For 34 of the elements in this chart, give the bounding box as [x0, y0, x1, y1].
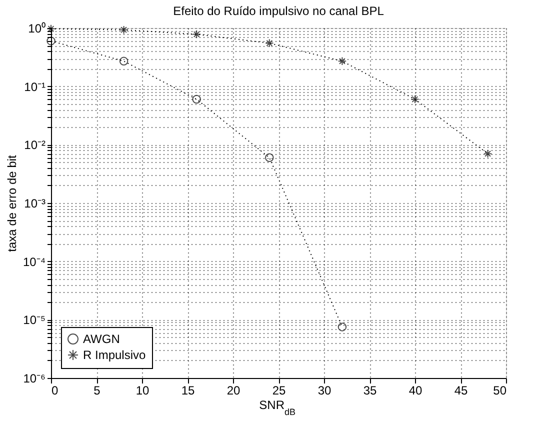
chart-title: Efeito do Ruído impulsivo no canal BPL	[173, 4, 384, 18]
x-tick-label: 5	[94, 384, 101, 398]
legend-label: R Impulsivo	[83, 348, 146, 362]
x-tick-label: 30	[318, 384, 332, 398]
point	[192, 30, 201, 39]
x-tick-label: 10	[136, 384, 150, 398]
point	[338, 56, 347, 66]
point	[119, 56, 128, 66]
x-tick-label: 0	[52, 384, 58, 398]
y-axis-title: taxa de erro de bit	[4, 154, 19, 252]
point	[119, 25, 128, 34]
x-tick-label: 20	[226, 384, 240, 398]
point	[192, 94, 201, 104]
point	[410, 94, 420, 104]
y-tick-label: 10⁻⁴	[22, 254, 46, 269]
point	[338, 322, 347, 332]
y-tick-label: 10⁻¹	[24, 80, 46, 94]
y-tick-label: 10⁰	[28, 22, 46, 36]
x-tick-label: 45	[454, 384, 468, 398]
x-tick-label: 25	[272, 384, 286, 398]
point	[46, 24, 56, 34]
point	[265, 153, 274, 162]
point	[483, 149, 492, 158]
legend-label: AWGN	[83, 332, 120, 346]
x-tick-label: 35	[363, 384, 377, 398]
y-tick-label: 10⁻⁶	[23, 372, 46, 386]
y-tick-label: 10⁻³	[24, 196, 46, 210]
x-tick-label: 40	[408, 384, 422, 398]
y-tick-label: 10⁻²	[24, 138, 46, 152]
point	[265, 38, 274, 48]
x-tick-label: 50	[493, 384, 507, 398]
y-tick-label: 10⁻⁵	[23, 313, 46, 328]
point	[46, 36, 56, 46]
x-tick-label: 15	[181, 384, 195, 398]
